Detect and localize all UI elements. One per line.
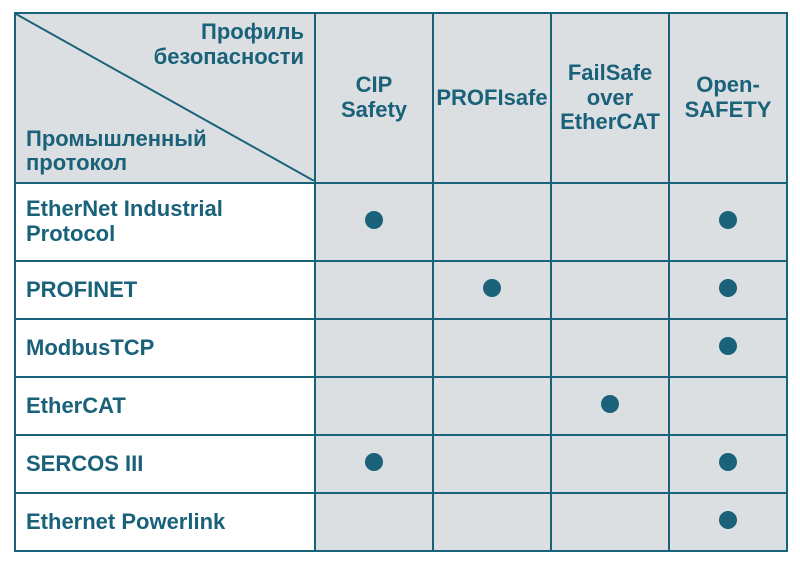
- table-cell: [551, 261, 669, 319]
- column-header: PROFIsafe: [433, 13, 551, 183]
- table-row: Ethernet Powerlink: [15, 493, 787, 551]
- table-cell: [315, 493, 433, 551]
- dot-icon: [719, 453, 737, 471]
- dot-icon: [719, 211, 737, 229]
- row-header: PROFINET: [15, 261, 315, 319]
- dot-icon: [719, 511, 737, 529]
- table-row: PROFINET: [15, 261, 787, 319]
- header-row: Профильбезопасности Промышленныйпротокол…: [15, 13, 787, 183]
- column-header-label: FailSafeoverEtherCAT: [560, 60, 660, 134]
- corner-cell: Профильбезопасности Промышленныйпротокол: [15, 13, 315, 183]
- table-cell: [669, 493, 787, 551]
- column-header-label: PROFIsafe: [436, 85, 547, 110]
- dot-icon: [719, 337, 737, 355]
- table-cell: [433, 319, 551, 377]
- compatibility-table: Профильбезопасности Промышленныйпротокол…: [14, 12, 788, 552]
- dot-icon: [365, 211, 383, 229]
- table-cell: [433, 261, 551, 319]
- column-header: Open-SAFETY: [669, 13, 787, 183]
- row-header: EtherNet IndustrialProtocol: [15, 183, 315, 261]
- table-cell: [669, 261, 787, 319]
- table-cell: [669, 183, 787, 261]
- table-cell: [669, 377, 787, 435]
- table-cell: [433, 493, 551, 551]
- table-cell: [433, 435, 551, 493]
- column-header-label: Open-SAFETY: [685, 72, 772, 122]
- dot-icon: [719, 279, 737, 297]
- table-cell: [551, 435, 669, 493]
- row-header: EtherCAT: [15, 377, 315, 435]
- column-header: CIPSafety: [315, 13, 433, 183]
- table-row: SERCOS III: [15, 435, 787, 493]
- table-cell: [315, 183, 433, 261]
- table-cell: [551, 319, 669, 377]
- corner-bottom-label: Промышленныйпротокол: [26, 127, 207, 176]
- table-cell: [433, 183, 551, 261]
- table-row: ModbusTCP: [15, 319, 787, 377]
- corner-top-label: Профильбезопасности: [154, 20, 304, 69]
- dot-icon: [365, 453, 383, 471]
- table-cell: [551, 377, 669, 435]
- table-cell: [315, 435, 433, 493]
- row-header: Ethernet Powerlink: [15, 493, 315, 551]
- table-cell: [551, 183, 669, 261]
- dot-icon: [601, 395, 619, 413]
- table-cell: [315, 319, 433, 377]
- table-cell: [551, 493, 669, 551]
- table-row: EtherNet IndustrialProtocol: [15, 183, 787, 261]
- dot-icon: [483, 279, 501, 297]
- row-header: ModbusTCP: [15, 319, 315, 377]
- table-cell: [669, 319, 787, 377]
- table-row: EtherCAT: [15, 377, 787, 435]
- row-header: SERCOS III: [15, 435, 315, 493]
- table-cell: [315, 261, 433, 319]
- table-body: EtherNet IndustrialProtocolPROFINETModbu…: [15, 183, 787, 551]
- table-cell: [315, 377, 433, 435]
- column-header: FailSafeoverEtherCAT: [551, 13, 669, 183]
- table-cell: [669, 435, 787, 493]
- table-cell: [433, 377, 551, 435]
- column-header-label: CIPSafety: [341, 72, 407, 122]
